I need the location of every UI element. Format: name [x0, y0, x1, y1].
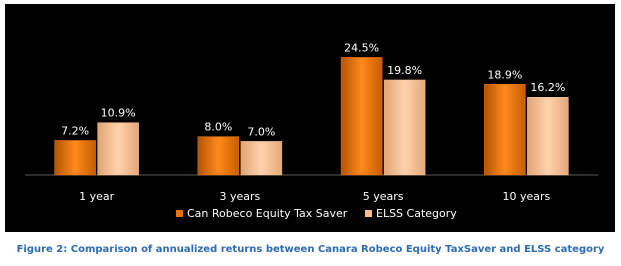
bar — [527, 96, 569, 176]
x-tick-label: 10 years — [502, 190, 550, 203]
x-tick-label: 1 year — [79, 190, 115, 203]
value-label: 16.2% — [530, 81, 565, 94]
x-tick-label: 5 years — [363, 190, 404, 203]
bar — [340, 57, 383, 176]
bar — [97, 122, 139, 176]
value-label: 7.0% — [247, 125, 275, 138]
bar — [54, 140, 96, 176]
legend-label: ELSS Category — [376, 207, 457, 220]
value-label: 18.9% — [487, 68, 522, 81]
bar — [484, 84, 526, 176]
bar — [240, 141, 283, 176]
value-label: 7.2% — [61, 124, 89, 137]
value-label: 19.8% — [387, 64, 422, 77]
bar — [383, 79, 426, 176]
legend-label: Can Robeco Equity Tax Saver — [187, 207, 348, 220]
x-tick-label: 3 years — [219, 190, 260, 203]
value-label: 8.0% — [204, 121, 232, 134]
value-label: 24.5% — [344, 41, 379, 54]
caption: Figure 2: Comparison of annualized retur… — [16, 244, 605, 255]
chart: 1 year 7.2% 10.9% 3 years 8.0% 7.0% 5 years 24.… — [5, 4, 615, 232]
bar — [197, 136, 240, 176]
value-label: 10.9% — [101, 107, 136, 120]
legend-swatch — [176, 210, 183, 217]
legend-swatch — [365, 210, 372, 217]
